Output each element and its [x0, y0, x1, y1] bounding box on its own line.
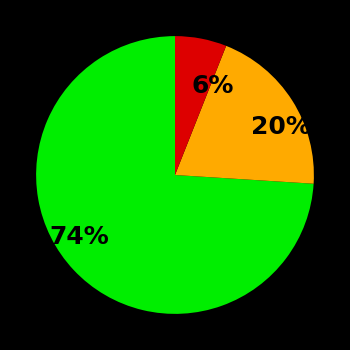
Wedge shape [36, 36, 314, 314]
Wedge shape [175, 46, 314, 184]
Text: 20%: 20% [251, 115, 311, 139]
Text: 74%: 74% [49, 225, 109, 249]
Text: 6%: 6% [192, 74, 234, 98]
Wedge shape [175, 36, 226, 175]
